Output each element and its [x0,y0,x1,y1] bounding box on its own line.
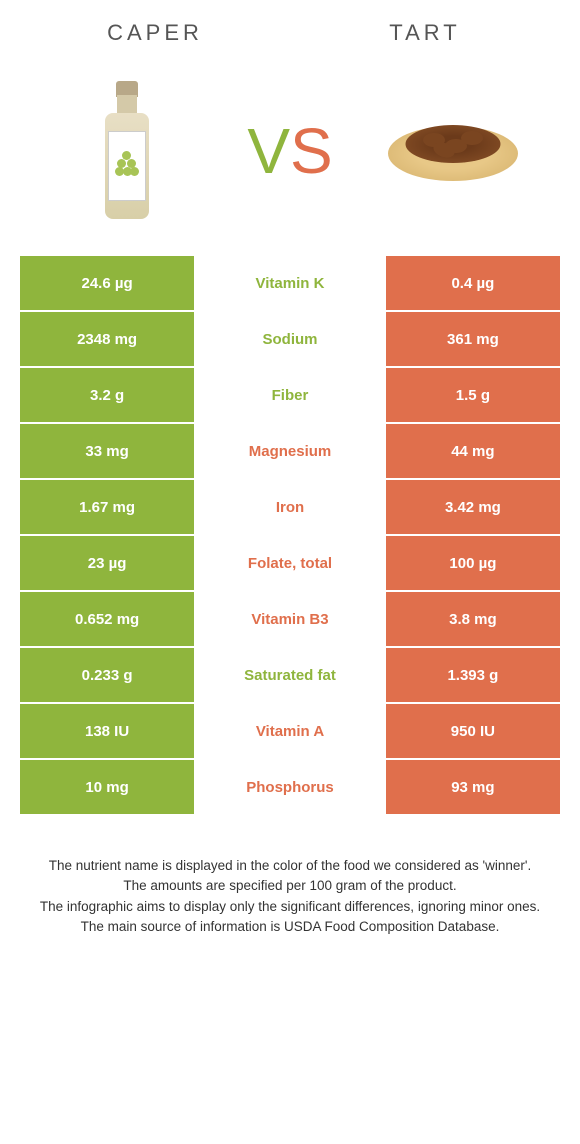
vs-label: VS [247,114,332,188]
nutrient-row: 138 IUVitamin A950 IU [20,704,560,760]
nutrient-row: 23 µgFolate, total100 µg [20,536,560,592]
nutrient-row: 2348 mgSodium361 mg [20,312,560,368]
nutrient-row: 24.6 µgVitamin K0.4 µg [20,256,560,312]
nutrient-label: Sodium [194,312,386,366]
tart-image [378,76,528,226]
right-value: 361 mg [386,312,560,366]
nutrient-label: Vitamin A [194,704,386,758]
vs-s: S [290,114,333,188]
left-value: 0.652 mg [20,592,194,646]
bottle-illustration [102,81,152,221]
nutrient-row: 0.652 mgVitamin B33.8 mg [20,592,560,648]
left-value: 24.6 µg [20,256,194,310]
nutrient-row: 1.67 mgIron3.42 mg [20,480,560,536]
right-value: 0.4 µg [386,256,560,310]
right-value: 44 mg [386,424,560,478]
right-value: 950 IU [386,704,560,758]
nutrient-row: 33 mgMagnesium44 mg [20,424,560,480]
right-value: 1.393 g [386,648,560,702]
right-value: 1.5 g [386,368,560,422]
left-value: 3.2 g [20,368,194,422]
header-row: CAPER TART [0,0,580,56]
left-value: 1.67 mg [20,480,194,534]
left-food-title: CAPER [20,20,290,46]
left-value: 10 mg [20,760,194,814]
images-row: VS [0,56,580,256]
left-value: 33 mg [20,424,194,478]
right-value: 3.42 mg [386,480,560,534]
footer-line-1: The nutrient name is displayed in the co… [30,856,550,876]
left-value: 0.233 g [20,648,194,702]
right-value: 3.8 mg [386,592,560,646]
nutrient-label: Fiber [194,368,386,422]
left-value: 23 µg [20,536,194,590]
caper-image [52,76,202,226]
left-value: 138 IU [20,704,194,758]
vs-v: V [247,114,290,188]
nutrient-label: Folate, total [194,536,386,590]
nutrient-label: Vitamin B3 [194,592,386,646]
right-value: 93 mg [386,760,560,814]
nutrient-label: Vitamin K [194,256,386,310]
nutrient-label: Iron [194,480,386,534]
nutrient-label: Saturated fat [194,648,386,702]
right-food-title: TART [290,20,560,46]
footer-line-4: The main source of information is USDA F… [30,917,550,937]
nutrient-table: 24.6 µgVitamin K0.4 µg2348 mgSodium361 m… [0,256,580,816]
tart-illustration [383,111,523,191]
footer-line-3: The infographic aims to display only the… [30,897,550,917]
footer-text: The nutrient name is displayed in the co… [0,816,580,957]
nutrient-row: 0.233 gSaturated fat1.393 g [20,648,560,704]
footer-line-2: The amounts are specified per 100 gram o… [30,876,550,896]
left-value: 2348 mg [20,312,194,366]
nutrient-label: Phosphorus [194,760,386,814]
right-value: 100 µg [386,536,560,590]
nutrient-row: 10 mgPhosphorus93 mg [20,760,560,816]
nutrient-row: 3.2 gFiber1.5 g [20,368,560,424]
nutrient-label: Magnesium [194,424,386,478]
